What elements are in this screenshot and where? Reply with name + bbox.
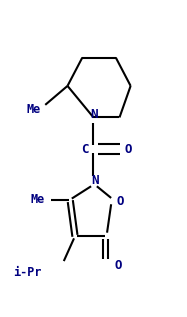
Text: O: O [124,143,132,156]
Text: O: O [115,259,122,272]
Text: i-Pr: i-Pr [13,266,42,279]
Text: Me: Me [31,193,45,206]
Text: Me: Me [26,103,40,116]
Text: N: N [91,174,99,187]
Text: O: O [117,195,124,208]
Text: C: C [81,143,89,156]
Text: N: N [91,108,98,121]
